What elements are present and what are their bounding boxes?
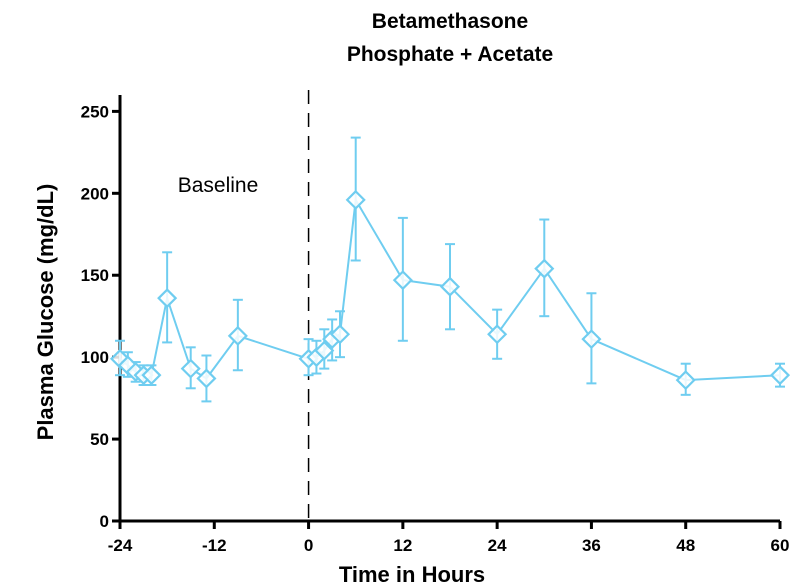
data-point xyxy=(141,365,162,386)
x-tick-label: 12 xyxy=(393,536,412,555)
data-point xyxy=(534,258,555,279)
x-axis-title: Time in Hours xyxy=(339,562,485,587)
y-tick-label: 150 xyxy=(81,266,109,285)
axes: -24 -12 0 12 24 36 48 60 0 50 100 150 200 250 xyxy=(81,95,790,555)
chart-title-line-2: Phosphate + Acetate xyxy=(347,43,553,66)
y-tick-label: 250 xyxy=(81,102,109,121)
data-point xyxy=(487,324,508,345)
data-point xyxy=(329,324,351,345)
x-tick-label: 60 xyxy=(771,536,790,555)
y-tick-label: 200 xyxy=(81,184,109,203)
data-point xyxy=(345,189,366,210)
baseline-annotation: Baseline xyxy=(178,174,259,197)
y-tick-label: 50 xyxy=(90,430,109,449)
data-point xyxy=(675,370,696,391)
y-tick-label: 100 xyxy=(81,348,109,367)
data-point xyxy=(581,329,602,350)
data-point xyxy=(439,276,461,297)
x-tick-label: 0 xyxy=(304,536,313,555)
data-point xyxy=(157,288,178,309)
y-axis-title: Plasma Glucose (mg/dL) xyxy=(33,184,58,441)
plot-area xyxy=(109,90,791,521)
data-point xyxy=(180,358,201,379)
x-tick-label: 24 xyxy=(488,536,507,555)
x-tick-label: 48 xyxy=(676,536,695,555)
data-point xyxy=(227,325,248,346)
data-point xyxy=(196,368,217,389)
x-tick-label: -12 xyxy=(202,536,227,555)
data-point xyxy=(314,340,335,361)
x-tick-label: -24 xyxy=(108,536,133,555)
x-tick-label: 36 xyxy=(582,536,601,555)
data-point xyxy=(769,365,791,386)
data-point xyxy=(392,270,413,291)
chart-title-line-1: Betamethasone xyxy=(372,10,528,33)
y-tick-label: 0 xyxy=(100,512,109,531)
